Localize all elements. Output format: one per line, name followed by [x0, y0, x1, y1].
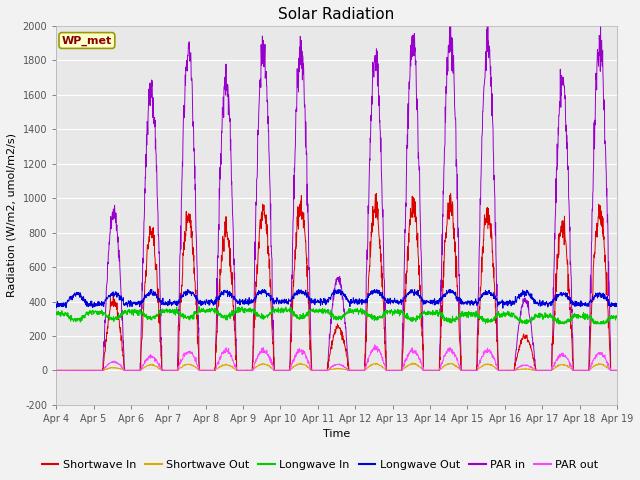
- X-axis label: Time: Time: [323, 430, 350, 440]
- Legend: Shortwave In, Shortwave Out, Longwave In, Longwave Out, PAR in, PAR out: Shortwave In, Shortwave Out, Longwave In…: [37, 456, 603, 474]
- Text: WP_met: WP_met: [62, 36, 112, 46]
- Title: Solar Radiation: Solar Radiation: [278, 7, 395, 22]
- Y-axis label: Radiation (W/m2, umol/m2/s): Radiation (W/m2, umol/m2/s): [7, 133, 17, 298]
